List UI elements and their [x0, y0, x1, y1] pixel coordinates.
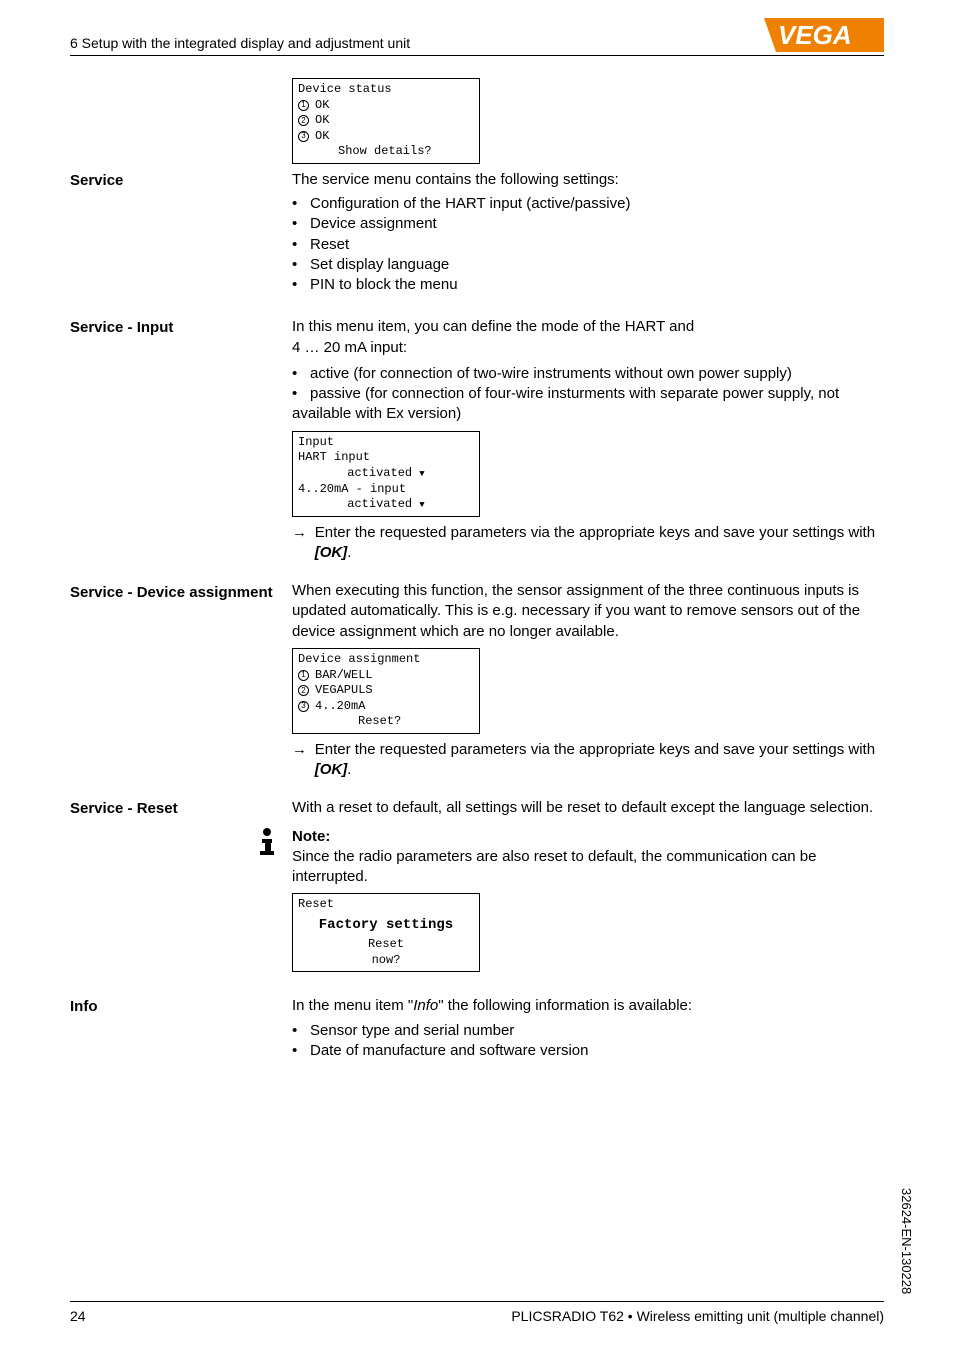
- arrow-icon: →: [292, 740, 315, 781]
- status-text: OK: [315, 129, 329, 145]
- box-big: Factory settings: [298, 916, 474, 934]
- status-icon: 3: [298, 131, 309, 142]
- box-title: Device assignment: [298, 652, 474, 668]
- info-item: Sensor type and serial number: [292, 1021, 884, 1041]
- section-heading-info: Info: [70, 996, 292, 1061]
- note-label: Note:: [292, 827, 884, 847]
- status-icon: 2: [298, 115, 309, 126]
- header-rule: [70, 55, 884, 56]
- info-item: Date of manufacture and software version: [292, 1041, 884, 1061]
- dropdown-icon: ▼: [419, 500, 424, 510]
- assign-box: Device assignment 1 BAR/WELL 2 VEGAPULS 34…: [292, 648, 480, 734]
- vega-logo: VEGA: [764, 18, 884, 56]
- box-value: activated ▼: [298, 497, 474, 513]
- section-heading-service-assign: Service - Device assignment: [70, 581, 292, 780]
- section-heading-service: Service: [70, 170, 292, 296]
- service-intro: The service menu contains the following …: [292, 170, 884, 190]
- doc-code: 32624-EN-130228: [899, 1188, 914, 1294]
- num-icon: 3: [298, 701, 309, 712]
- arrow-icon: →: [292, 523, 315, 564]
- input-item: active (for connection of two-wire instr…: [292, 364, 884, 384]
- header-section-title: 6 Setup with the integrated display and …: [70, 35, 410, 51]
- note-body: Since the radio parameters are also rese…: [292, 847, 884, 888]
- status-icon: 1: [298, 100, 309, 111]
- input-intro-a: In this menu item, you can define the mo…: [292, 317, 884, 337]
- svg-text:VEGA: VEGA: [778, 20, 852, 50]
- box-footer: Show details?: [298, 144, 474, 160]
- dropdown-icon: ▼: [419, 469, 424, 479]
- device-status-box: Device status 1 OK 2 OK 3 OK Show details?: [292, 78, 480, 164]
- box-line: Reset: [298, 937, 474, 953]
- action-step: → Enter the requested parameters via the…: [292, 740, 884, 781]
- input-item: passive (for connection of four-wire ins…: [292, 384, 884, 425]
- info-icon: [70, 827, 292, 979]
- doc-title: PLICSRADIO T62 • Wireless emitting unit …: [511, 1308, 884, 1324]
- service-item: Configuration of the HART input (active/…: [292, 194, 884, 214]
- box-value: activated ▼: [298, 466, 474, 482]
- box-line: 4..20mA: [315, 699, 365, 715]
- box-footer: Reset?: [298, 714, 474, 730]
- box-title: Device status: [298, 82, 474, 98]
- assign-body: When executing this function, the sensor…: [292, 581, 884, 642]
- status-text: OK: [315, 98, 329, 114]
- box-line: 4..20mA - input: [298, 482, 474, 498]
- num-icon: 1: [298, 670, 309, 681]
- page-number: 24: [70, 1308, 86, 1324]
- section-heading-service-input: Service - Input: [70, 317, 292, 563]
- info-intro: In the menu item "Info" the following in…: [292, 996, 884, 1016]
- service-item: Reset: [292, 235, 884, 255]
- action-step: → Enter the requested parameters via the…: [292, 523, 884, 564]
- box-line: now?: [298, 953, 474, 969]
- status-text: OK: [315, 113, 329, 129]
- page-content: Device status 1OK 2OK 3OK Show details? …: [70, 78, 884, 1061]
- input-intro-b: 4 … 20 mA input:: [292, 338, 884, 358]
- service-item: Set display language: [292, 255, 884, 275]
- section-heading-service-reset: Service - Reset: [70, 798, 292, 818]
- num-icon: 2: [298, 685, 309, 696]
- reset-box: Reset Factory settings Reset now?: [292, 893, 480, 972]
- box-title: Input: [298, 435, 474, 451]
- box-line: VEGAPULS: [315, 683, 373, 699]
- box-line: BAR/WELL: [315, 668, 373, 684]
- box-title: Reset: [298, 897, 474, 913]
- service-item: Device assignment: [292, 214, 884, 234]
- box-line: HART input: [298, 450, 474, 466]
- service-item: PIN to block the menu: [292, 275, 884, 295]
- input-box: Input HART input activated ▼ 4..20mA - i…: [292, 431, 480, 517]
- reset-body: With a reset to default, all settings wi…: [292, 798, 884, 818]
- page-footer: 24 PLICSRADIO T62 • Wireless emitting un…: [70, 1301, 884, 1324]
